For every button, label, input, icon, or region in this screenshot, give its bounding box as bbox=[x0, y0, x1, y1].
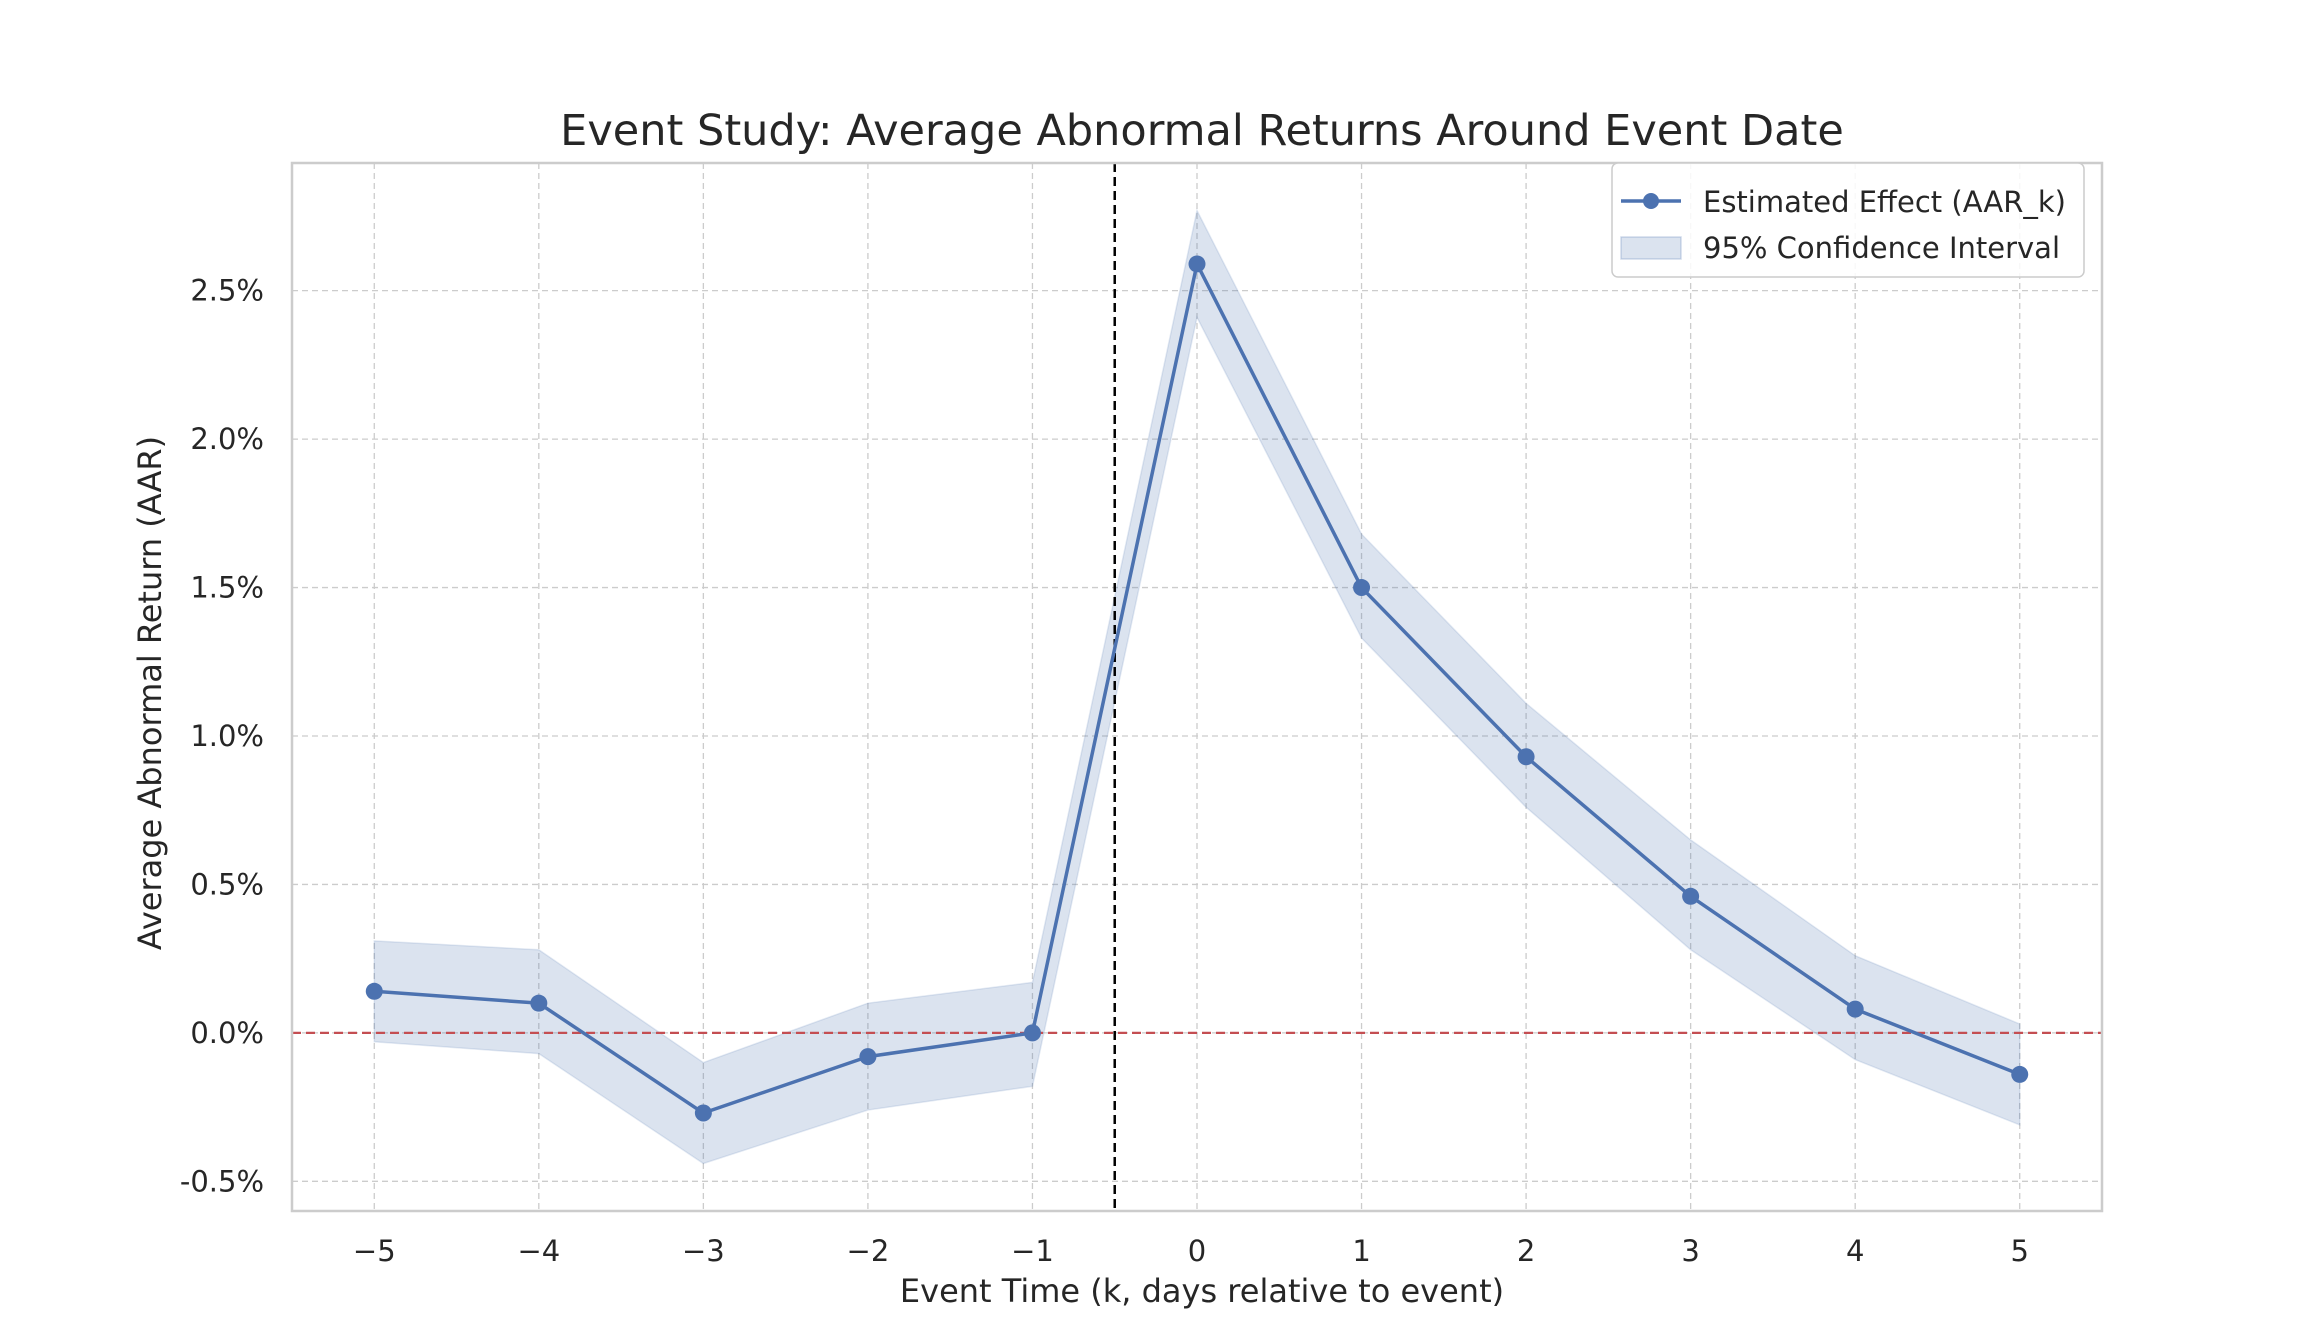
plot-area-frame bbox=[290, 161, 2104, 1213]
aar-data-point bbox=[1846, 1000, 1864, 1018]
x-tick-label: −5 bbox=[353, 1234, 396, 1268]
x-tick-label: −4 bbox=[517, 1234, 560, 1268]
x-tick-label: −1 bbox=[1011, 1234, 1054, 1268]
aar-data-point bbox=[530, 994, 548, 1012]
legend-label-estimate: Estimated Effect (AAR_k) bbox=[1703, 185, 2066, 219]
x-tick-label: 4 bbox=[1846, 1234, 1864, 1268]
confidence-band bbox=[373, 208, 2021, 1165]
y-tick-label: 0.5% bbox=[190, 867, 264, 901]
confidence-band-layer bbox=[373, 208, 2021, 1165]
x-axis-label: Event Time (k, days relative to event) bbox=[900, 1272, 1504, 1310]
legend-band-swatch bbox=[1620, 236, 1682, 260]
aar-data-point bbox=[1023, 1024, 1041, 1042]
legend-marker-swatch bbox=[1643, 193, 1659, 209]
legend: Estimated Effect (AAR_k) 95% Confidence … bbox=[1611, 162, 2085, 278]
x-tick-label: −2 bbox=[847, 1234, 890, 1268]
x-tick-label: 3 bbox=[1681, 1234, 1699, 1268]
y-tick-label: -0.5% bbox=[180, 1164, 264, 1198]
aar-data-point bbox=[1517, 748, 1535, 766]
grid-lines bbox=[292, 163, 2102, 1211]
aar-data-point bbox=[1353, 579, 1371, 597]
reference-lines bbox=[292, 163, 2102, 1211]
x-tick-label: 0 bbox=[1188, 1234, 1206, 1268]
chart-title: Event Study: Average Abnormal Returns Ar… bbox=[560, 106, 1844, 156]
x-tick-label: 2 bbox=[1517, 1234, 1535, 1268]
aar-data-point bbox=[2011, 1065, 2029, 1083]
aar-data-point bbox=[1682, 887, 1700, 905]
y-axis-label: Average Abnormal Return (AAR) bbox=[131, 436, 169, 950]
y-tick-label: 2.5% bbox=[190, 274, 264, 308]
y-tick-label: 0.0% bbox=[190, 1016, 264, 1050]
x-tick-labels: −5 −4 −3 −2 −1 0 1 2 3 4 5 bbox=[353, 1234, 2029, 1268]
aar-data-point bbox=[859, 1048, 877, 1066]
series-layer bbox=[365, 255, 2029, 1122]
legend-box bbox=[1611, 162, 2085, 278]
aar-data-point bbox=[694, 1104, 712, 1122]
x-tick-label: 5 bbox=[2011, 1234, 2029, 1268]
y-tick-label: 1.5% bbox=[190, 571, 264, 605]
x-tick-label: −3 bbox=[682, 1234, 725, 1268]
legend-label-confidence: 95% Confidence Interval bbox=[1703, 231, 2060, 265]
aar-data-point bbox=[1188, 255, 1206, 273]
x-tick-label: 1 bbox=[1352, 1234, 1370, 1268]
y-tick-label: 1.0% bbox=[190, 719, 264, 753]
y-tick-labels: -0.5% 0.0% 0.5% 1.0% 1.5% 2.0% 2.5% bbox=[180, 274, 264, 1199]
aar-data-point bbox=[365, 982, 383, 1000]
y-tick-label: 2.0% bbox=[190, 422, 264, 456]
